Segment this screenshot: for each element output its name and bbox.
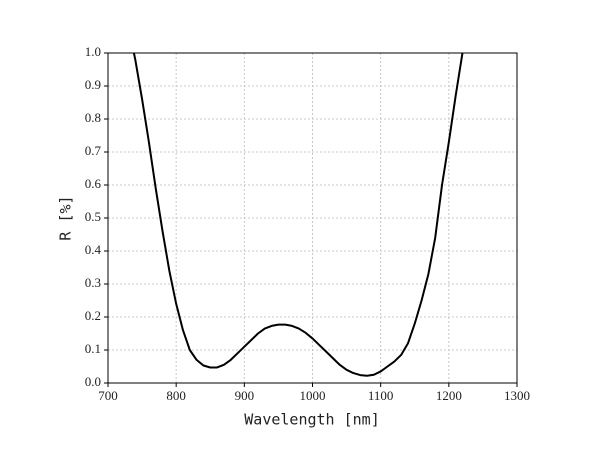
y-axis-title: R [%] (57, 195, 75, 240)
x-tick-label: 1000 (300, 388, 326, 403)
x-tick-label: 700 (98, 388, 118, 403)
x-tick-label: 800 (166, 388, 186, 403)
y-tick-label: 0.3 (85, 275, 101, 290)
y-tick-label: 0.4 (85, 242, 102, 257)
x-axis-title: Wavelength [nm] (244, 411, 379, 429)
y-tick-label: 0.9 (85, 77, 101, 92)
y-tick-label: 0.2 (85, 308, 101, 323)
y-tick-label: 0.5 (85, 209, 101, 224)
plot-frame (107, 52, 518, 384)
x-tick-label: 1200 (436, 388, 462, 403)
y-tick-label: 0.6 (85, 176, 102, 191)
y-tick-label: 0.0 (85, 374, 101, 389)
data-line (132, 52, 464, 377)
x-tick-label: 900 (235, 388, 255, 403)
y-tick-label: 0.8 (85, 110, 101, 125)
y-tick-label: 0.1 (85, 341, 101, 356)
y-tick-label: 0.7 (85, 143, 102, 158)
y-tick-label: 1.0 (85, 44, 101, 59)
x-tick-label: 1100 (368, 388, 394, 403)
x-tick-label: 1300 (504, 388, 530, 403)
